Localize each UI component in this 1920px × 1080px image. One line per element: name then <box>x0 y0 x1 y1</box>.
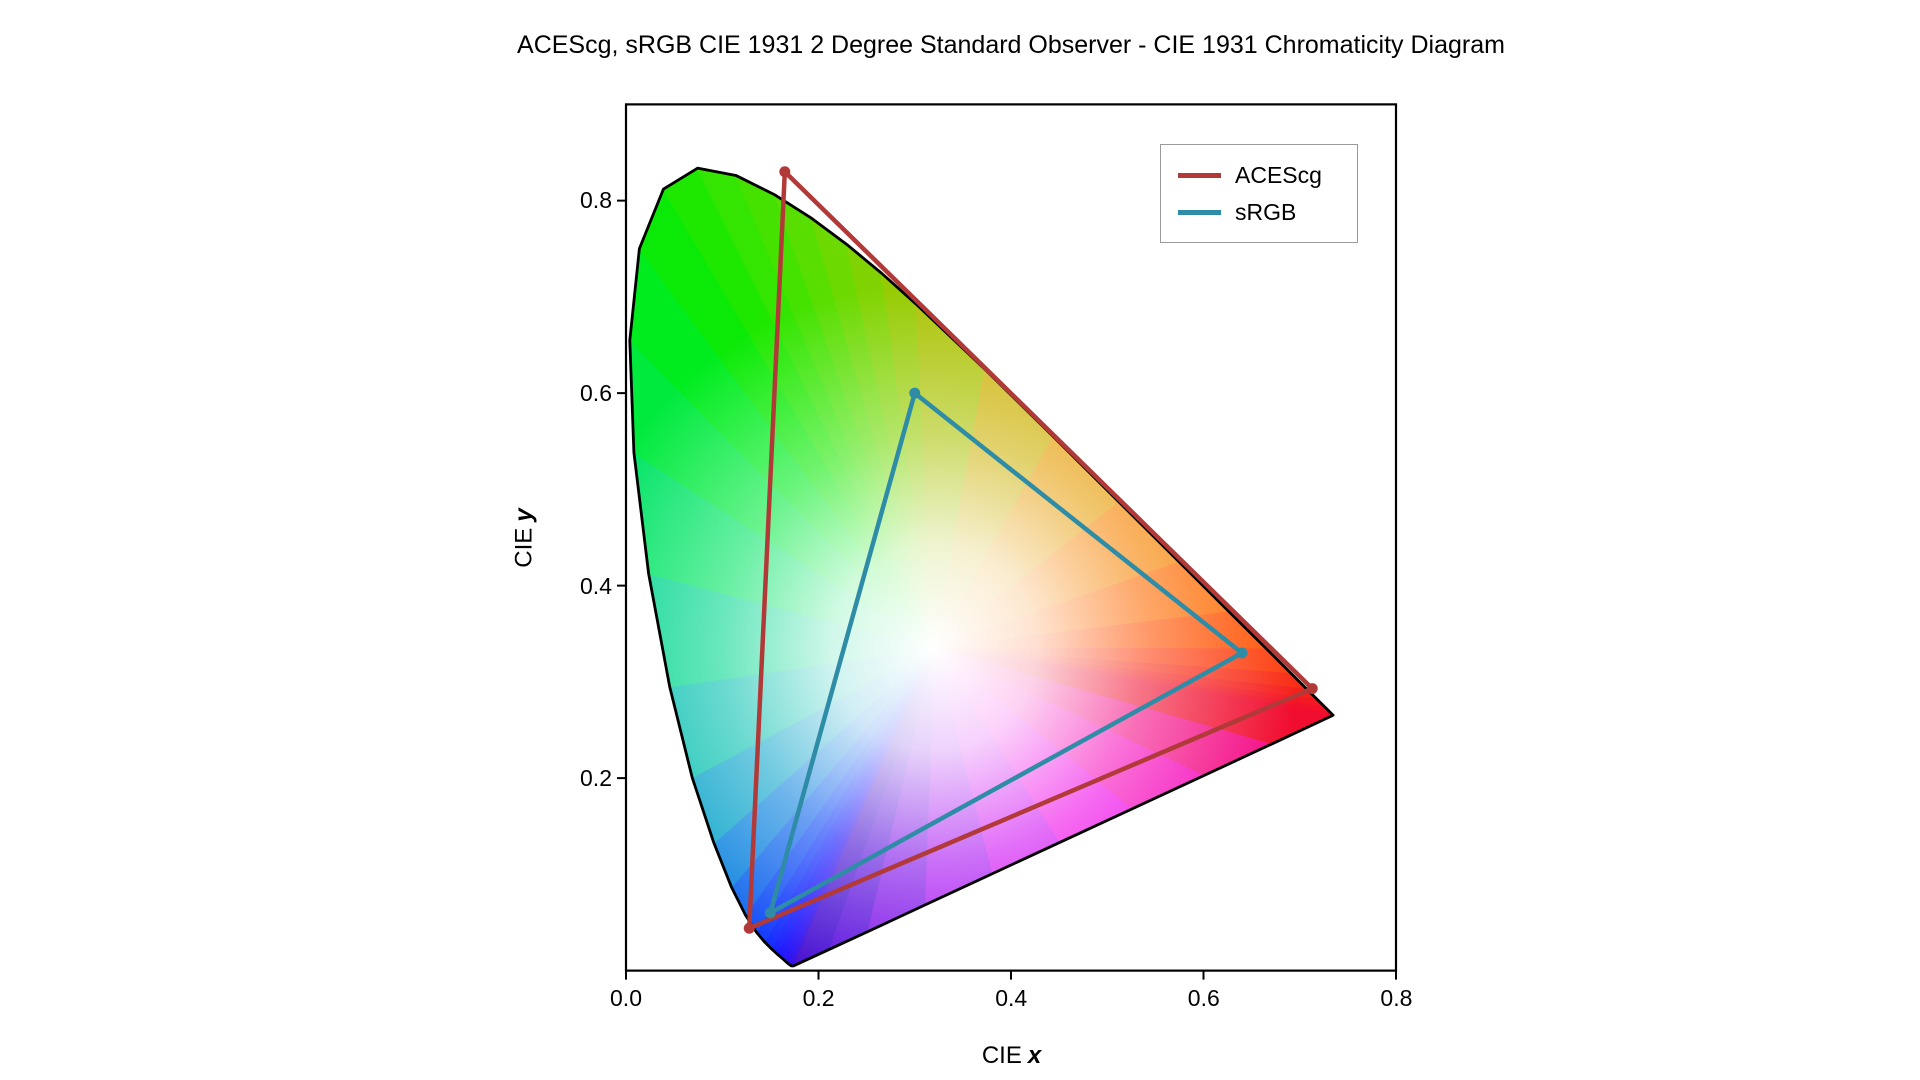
y-tick-label: 0.8 <box>580 187 612 214</box>
y-tick-label: 0.2 <box>580 765 612 792</box>
x-tick-label: 0.4 <box>995 985 1028 1011</box>
x-tick-label: 0.2 <box>802 985 835 1011</box>
x-axis-label-prefix: CIE <box>981 1042 1022 1069</box>
y-axis-label-variable: y <box>511 507 538 522</box>
chromaticity-diagram-svg <box>617 103 1398 980</box>
y-axis-tick-labels: 0.2 0.4 0.6 0.8 <box>552 104 612 971</box>
acescg-line-swatch <box>1178 172 1221 178</box>
x-tick-label: 0.0 <box>610 985 642 1011</box>
y-axis-label: CIE y <box>510 104 540 971</box>
legend-label-acescg: ACEScg <box>1235 162 1322 188</box>
chart-title: ACEScg, sRGB CIE 1931 2 Degree Standard … <box>517 31 1505 59</box>
y-axis-label-prefix: CIE <box>511 527 538 568</box>
plot-area: 0.0 0.2 0.4 0.6 0.8 0.2 0.4 0.6 0.8 CIE x CIEy A… <box>511 103 1412 1069</box>
legend-item-srgb: sRGB <box>1178 200 1357 224</box>
x-axis-label: CIE x <box>626 1042 1397 1070</box>
srgb-line-swatch <box>1178 209 1221 215</box>
y-tick-label: 0.4 <box>580 572 612 599</box>
x-axis-label-variable: x <box>1027 1042 1042 1069</box>
legend-item-acescg: ACEScg <box>1178 163 1357 187</box>
legend-label-srgb: sRGB <box>1235 199 1297 225</box>
x-axis-tick-labels: 0.0 0.2 0.4 0.6 0.8 <box>610 985 1412 1015</box>
x-tick-label: 0.6 <box>1187 985 1220 1011</box>
x-tick-label: 0.8 <box>1380 985 1413 1011</box>
y-tick-label: 0.6 <box>580 379 612 406</box>
legend: ACEScg sRGB <box>1160 144 1358 243</box>
